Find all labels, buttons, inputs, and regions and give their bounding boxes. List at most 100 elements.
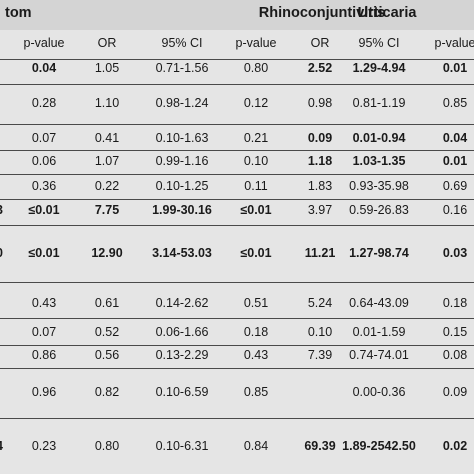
table-cell: 1.83: [307, 179, 333, 193]
table-cell: 1.07: [94, 154, 120, 168]
table-cell: ≤0.01: [240, 246, 272, 260]
table-cell: 0.64-43.09: [349, 296, 409, 310]
table-cell: 1.03-1.35: [352, 154, 406, 168]
table-cell: 0.01-1.59: [352, 325, 406, 339]
table-cell: ≤0.01: [28, 203, 60, 217]
row-divider: [0, 418, 474, 419]
table-cell: 0.16: [442, 203, 468, 217]
table-cell: 11.21: [304, 246, 336, 260]
column-header-1: OR: [97, 36, 117, 50]
table-cell: 0.06-1.66: [155, 325, 209, 339]
table-cell: 0.41: [94, 131, 120, 145]
table-cell: 0.10-6.59: [155, 385, 209, 399]
table-cell: 0.99-1.16: [155, 154, 209, 168]
table-cell: 0.84: [243, 439, 269, 453]
group-title-1: Rhinoconjuntivitis: [258, 5, 386, 21]
column-header-4: OR: [310, 36, 330, 50]
table-cell: 0.86: [31, 348, 57, 362]
row-divider: [0, 225, 474, 226]
table-cell: 0.21: [243, 131, 269, 145]
table-cell: 3.97: [307, 203, 333, 217]
table-cell: 0.61: [94, 296, 120, 310]
table-cell: 0.22: [94, 179, 120, 193]
column-header-6: p-value: [434, 36, 474, 50]
table-cell: 5.24: [307, 296, 333, 310]
table-cell: 0.07: [31, 131, 57, 145]
column-header-3: p-value: [235, 36, 277, 50]
table-cell: 1.27-98.74: [349, 246, 409, 260]
table-cell: 0.10: [307, 325, 333, 339]
table-cell: 0.15: [442, 325, 468, 339]
row-divider: [0, 174, 474, 175]
row-lead-fragment: 3: [0, 203, 3, 217]
table-cell: 0.52: [94, 325, 120, 339]
table-cell: 0.11: [244, 179, 268, 193]
table-cell: 0.98: [307, 96, 333, 110]
table-cell: 0.98-1.24: [155, 96, 209, 110]
row-divider: [0, 150, 474, 151]
table-cell: 0.69: [442, 179, 468, 193]
group-header-bar: [0, 0, 474, 30]
row-divider: [0, 59, 474, 60]
table-cell: 0.02: [442, 439, 468, 453]
table-cell: 0.00-0.36: [352, 385, 406, 399]
table-cell: 0.04: [442, 131, 468, 145]
table-cell: 0.18: [442, 296, 468, 310]
table-cell: 0.03: [442, 246, 468, 260]
table-cell: 1.05: [94, 61, 120, 75]
table-cell: ≤0.01: [28, 246, 60, 260]
row-divider: [0, 345, 474, 346]
group-title-0: tom: [5, 5, 32, 21]
table-cell: 0.04: [31, 61, 57, 75]
table-cell: 1.99-30.16: [152, 203, 212, 217]
table-cell: 0.12: [243, 96, 269, 110]
table-cell: ≤0.01: [240, 203, 272, 217]
table-cell: 0.51: [243, 296, 269, 310]
table-cell: 0.85: [442, 96, 468, 110]
table-cell: 0.85: [243, 385, 269, 399]
table-cell: 0.43: [243, 348, 269, 362]
table-cell: 12.90: [91, 246, 123, 260]
row-divider: [0, 368, 474, 369]
table-cell: 0.18: [243, 325, 269, 339]
table-cell: 0.23: [31, 439, 57, 453]
row-divider: [0, 199, 474, 200]
table-cell: 0.09: [442, 385, 468, 399]
table-cell: 0.10-1.25: [155, 179, 209, 193]
row-divider: [0, 282, 474, 283]
table-cell: 1.89-2542.50: [342, 439, 416, 453]
table-cell: 0.13-2.29: [155, 348, 209, 362]
table-cell: 0.82: [94, 385, 120, 399]
table-cell: 0.28: [31, 96, 57, 110]
table-cell: 0.08: [442, 348, 468, 362]
table-cell: 0.01: [442, 61, 468, 75]
table-cell: 0.74-74.01: [349, 348, 409, 362]
table-cell: 7.39: [307, 348, 333, 362]
row-lead-fragment: 0: [0, 246, 3, 260]
table-cell: 1.29-4.94: [352, 61, 406, 75]
table-cell: 0.10-6.31: [155, 439, 209, 453]
table-cell: 0.59-26.83: [349, 203, 409, 217]
column-header-5: 95% CI: [358, 36, 400, 50]
table-cell: 0.43: [31, 296, 57, 310]
table-cell: 2.52: [307, 61, 333, 75]
table-cell: 1.10: [94, 96, 120, 110]
table-cell: 3.14-53.03: [152, 246, 212, 260]
table-cell: 0.01-0.94: [352, 131, 406, 145]
row-divider: [0, 84, 474, 85]
table-cell: 0.56: [94, 348, 120, 362]
row-lead-fragment: 4: [0, 439, 3, 453]
table-cell: 0.09: [307, 131, 333, 145]
table-cell: 0.80: [94, 439, 120, 453]
table-cell: 0.06: [31, 154, 57, 168]
row-divider: [0, 124, 474, 125]
table-cell: 0.36: [31, 179, 57, 193]
table-cell: 0.07: [31, 325, 57, 339]
table-cell: 0.80: [243, 61, 269, 75]
table-cell: 0.71-1.56: [155, 61, 209, 75]
table-cell: 0.10-1.63: [155, 131, 209, 145]
table-cell: 0.93-35.98: [349, 179, 409, 193]
column-header-2: 95% CI: [161, 36, 203, 50]
row-divider: [0, 318, 474, 319]
